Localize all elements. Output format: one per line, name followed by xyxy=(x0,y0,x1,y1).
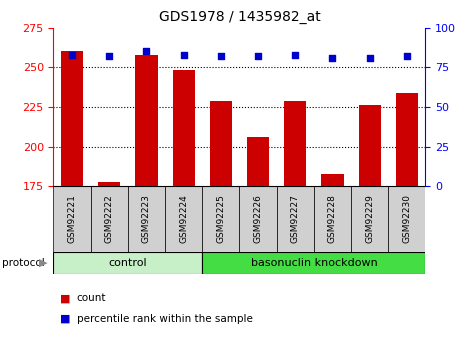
Bar xyxy=(202,186,239,252)
Text: GSM92230: GSM92230 xyxy=(402,194,412,243)
Text: GSM92221: GSM92221 xyxy=(67,194,77,243)
Bar xyxy=(53,252,202,274)
Bar xyxy=(284,101,306,186)
Text: GSM92226: GSM92226 xyxy=(253,194,263,243)
Text: GSM92223: GSM92223 xyxy=(142,194,151,243)
Title: GDS1978 / 1435982_at: GDS1978 / 1435982_at xyxy=(159,10,320,24)
Bar xyxy=(128,186,165,252)
Text: GSM92224: GSM92224 xyxy=(179,194,188,243)
Text: GSM92229: GSM92229 xyxy=(365,194,374,243)
Bar xyxy=(61,51,83,186)
Bar xyxy=(239,186,277,252)
Bar xyxy=(396,93,418,186)
Bar xyxy=(388,186,425,252)
Point xyxy=(292,52,299,57)
Text: ■: ■ xyxy=(60,314,71,324)
Text: basonuclin knockdown: basonuclin knockdown xyxy=(251,258,377,268)
Text: GSM92228: GSM92228 xyxy=(328,194,337,243)
Bar xyxy=(210,101,232,186)
Point xyxy=(68,52,76,57)
Bar xyxy=(98,181,120,186)
Point xyxy=(254,53,262,59)
Text: protocol: protocol xyxy=(2,258,45,268)
Point xyxy=(329,55,336,60)
Bar xyxy=(321,174,344,186)
Text: percentile rank within the sample: percentile rank within the sample xyxy=(77,314,252,324)
Point xyxy=(217,53,225,59)
Bar xyxy=(173,70,195,186)
Bar xyxy=(91,186,128,252)
Bar xyxy=(247,137,269,186)
Text: GSM92225: GSM92225 xyxy=(216,194,226,243)
Point xyxy=(366,55,373,60)
Text: ■: ■ xyxy=(60,294,71,303)
Point xyxy=(106,53,113,59)
Bar xyxy=(314,186,351,252)
Text: control: control xyxy=(108,258,147,268)
Text: ▶: ▶ xyxy=(39,258,47,268)
Bar xyxy=(135,55,158,186)
Text: GSM92227: GSM92227 xyxy=(291,194,300,243)
Bar xyxy=(359,105,381,186)
Bar xyxy=(165,186,202,252)
Point xyxy=(180,52,187,57)
Bar xyxy=(53,186,91,252)
Bar xyxy=(277,186,314,252)
Bar xyxy=(351,186,388,252)
Bar xyxy=(202,252,425,274)
Point xyxy=(143,49,150,54)
Point xyxy=(403,53,411,59)
Text: GSM92222: GSM92222 xyxy=(105,194,114,243)
Text: count: count xyxy=(77,294,106,303)
